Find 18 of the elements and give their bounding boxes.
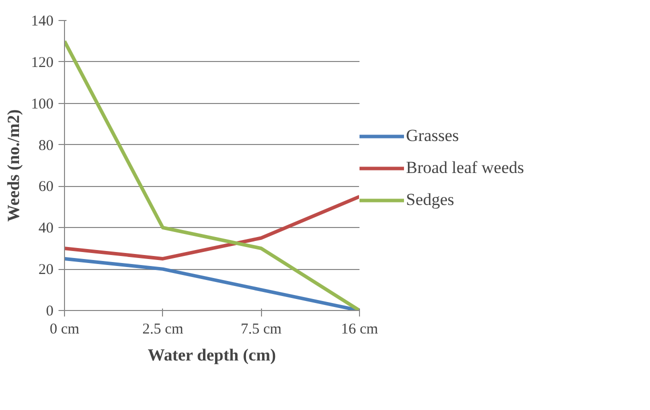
x-tick-label: 16 cm — [340, 322, 378, 338]
y-axis-title: Weeds (no./m2) — [4, 109, 23, 222]
line-series — [64, 194, 360, 260]
y-tick-label: 20 — [38, 262, 54, 278]
legend-label: Grasses — [406, 126, 459, 146]
y-tick-label: 100 — [31, 96, 54, 112]
x-axis-title: Water depth (cm) — [148, 346, 276, 364]
y-tick-label: 40 — [38, 220, 54, 237]
y-tick-label: 140 — [31, 14, 54, 30]
legend-label: Sedges — [406, 190, 454, 210]
y-tick-label: 60 — [38, 179, 54, 196]
y-tick-label: 120 — [31, 54, 54, 71]
y-tick-label: 80 — [38, 138, 54, 154]
x-tick-label: 0 cm — [50, 322, 80, 338]
y-tick-label: 0 — [46, 304, 54, 320]
x-tick-label: 2.5 cm — [142, 322, 184, 338]
x-tick-label: 7.5 cm — [240, 322, 282, 338]
legend-label: Broad leaf weeds — [406, 158, 524, 178]
